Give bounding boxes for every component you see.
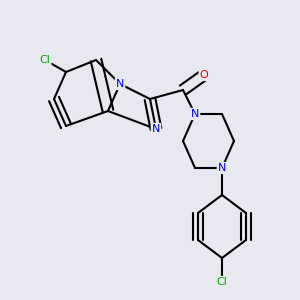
Text: N: N bbox=[191, 109, 199, 119]
Text: Cl: Cl bbox=[40, 55, 50, 65]
Text: Cl: Cl bbox=[217, 277, 227, 287]
Text: O: O bbox=[200, 70, 208, 80]
Text: N: N bbox=[218, 163, 226, 173]
Text: N: N bbox=[116, 79, 124, 89]
Text: N: N bbox=[152, 124, 160, 134]
